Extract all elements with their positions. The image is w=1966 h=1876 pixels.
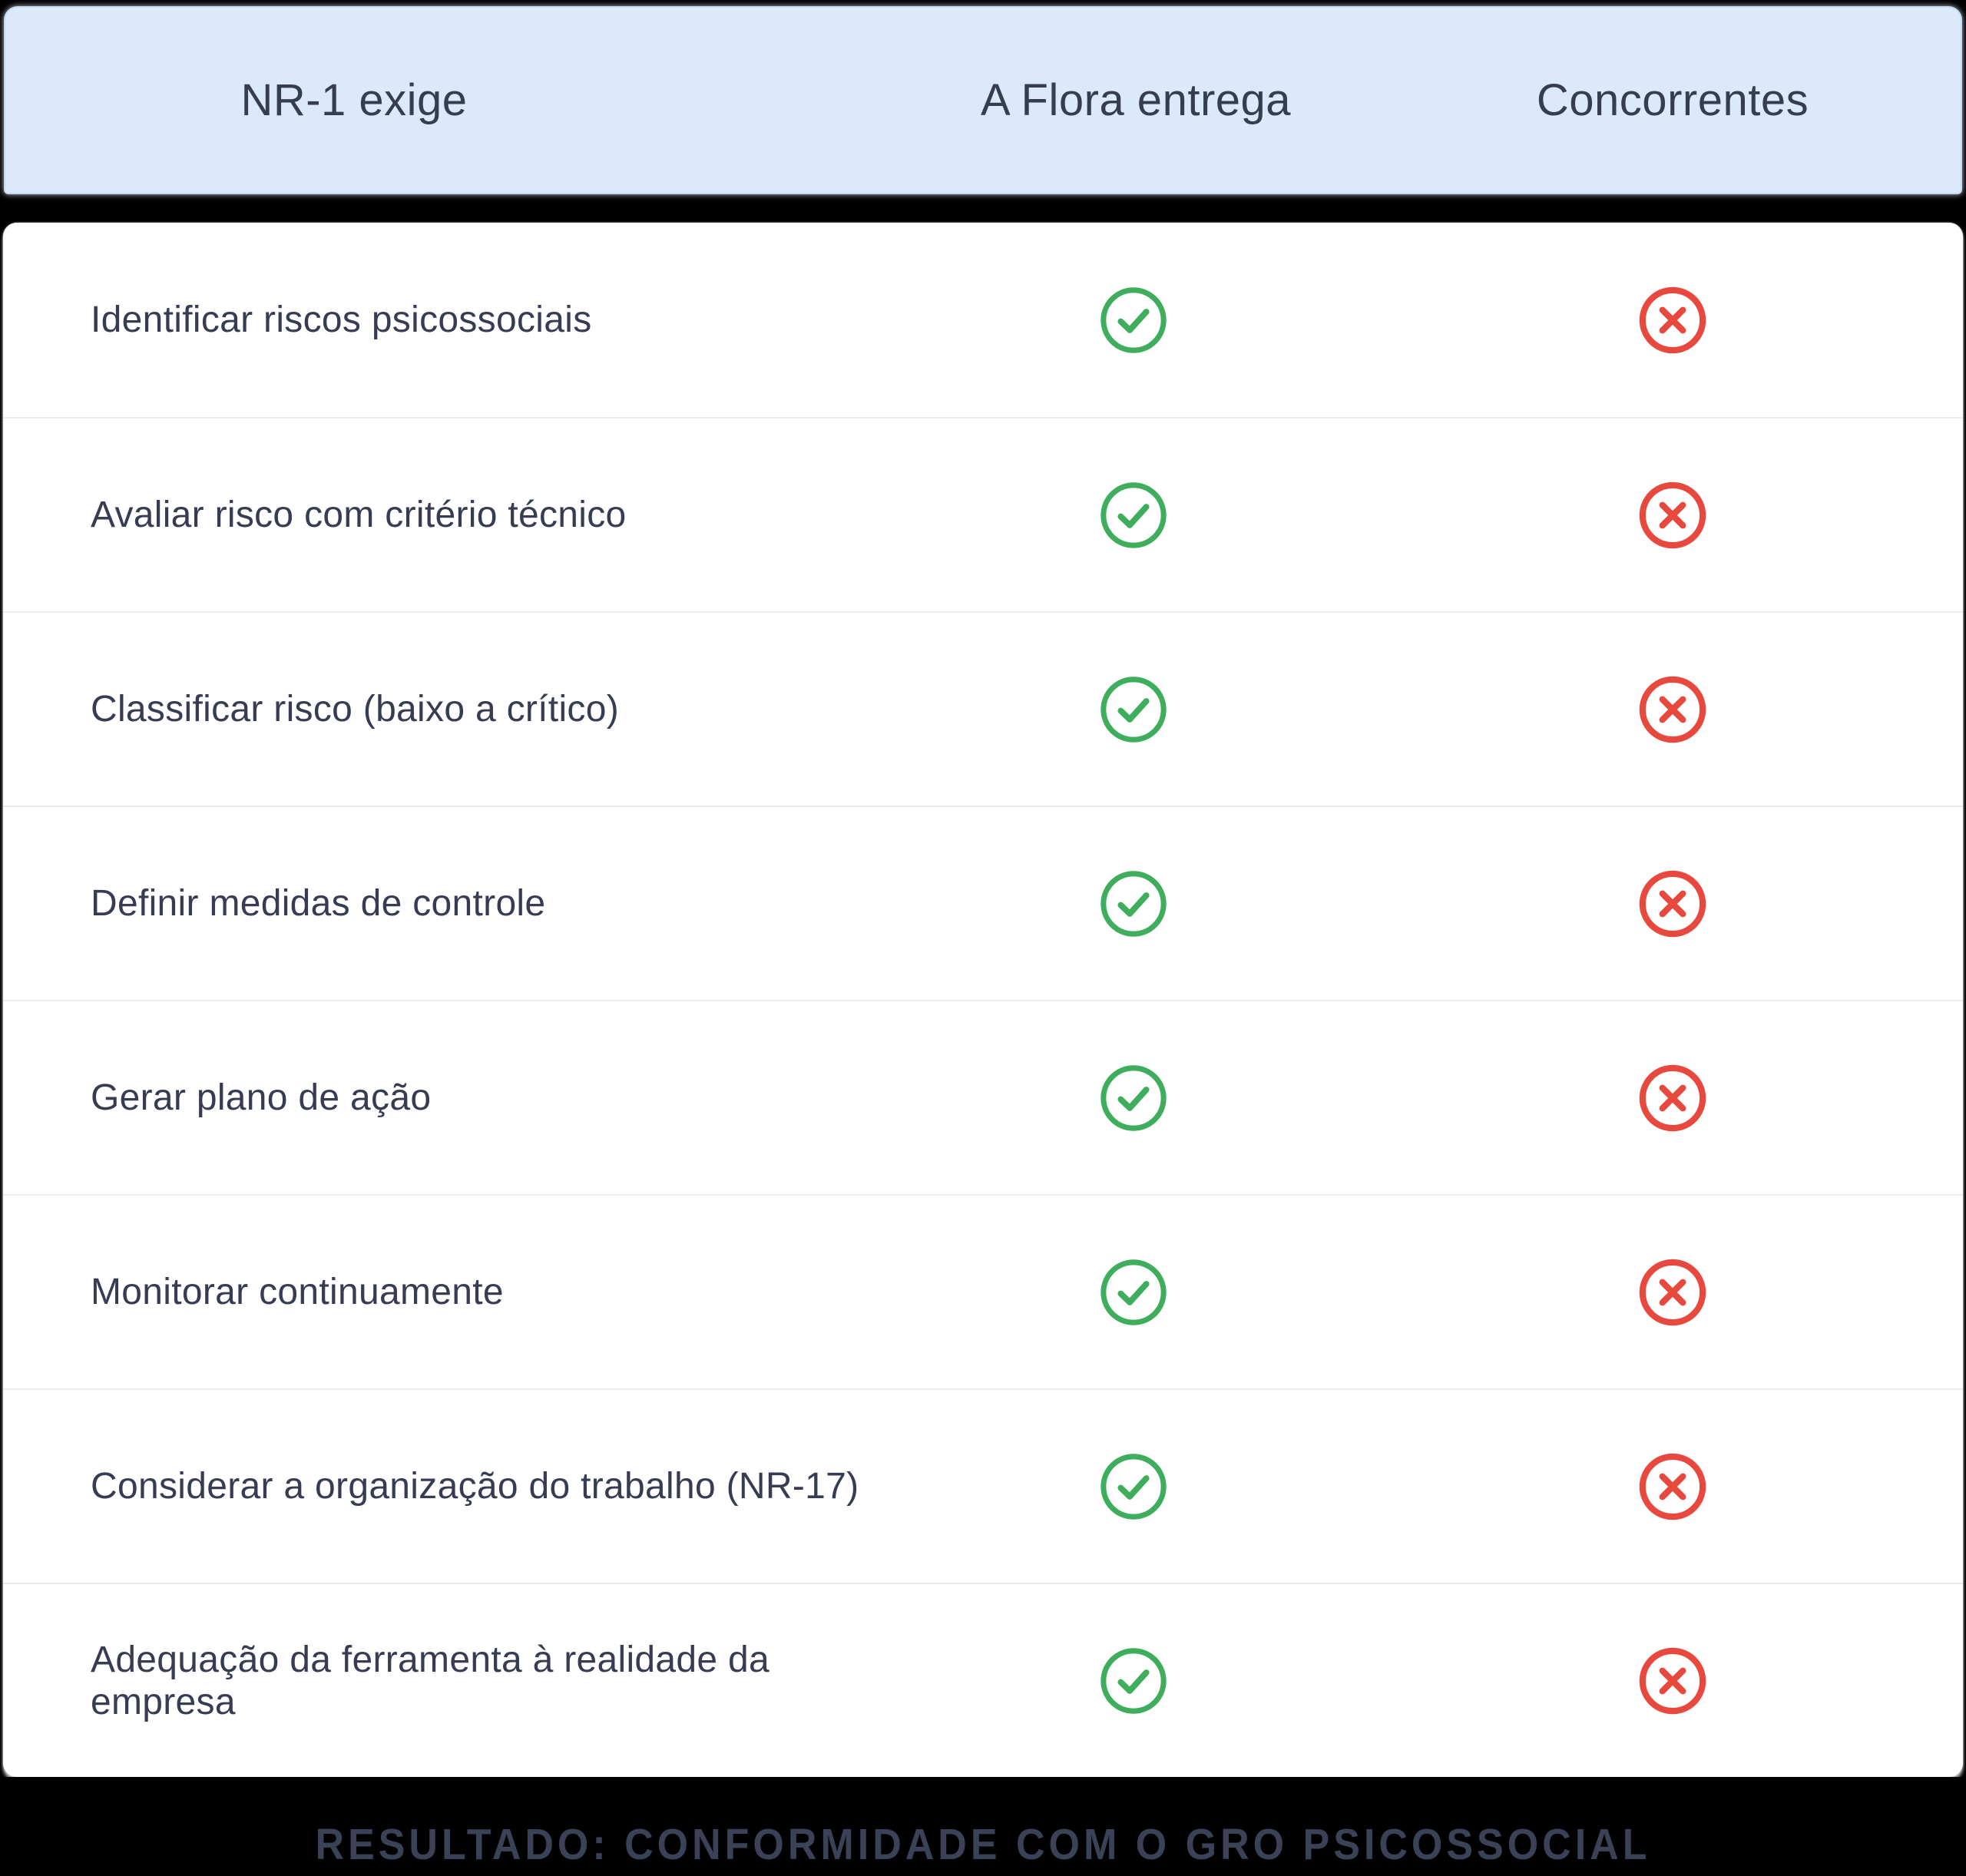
x-circle-icon [1639, 870, 1706, 937]
table-row: Identificar riscos psicossociais [3, 223, 1963, 417]
flora-cell [885, 1256, 1382, 1328]
check-circle-icon [1100, 1259, 1167, 1325]
x-circle-icon [1639, 1064, 1706, 1131]
concorrentes-cell [1382, 1062, 1963, 1134]
check-circle-icon [1100, 870, 1167, 937]
x-circle-icon [1639, 481, 1706, 548]
x-circle-icon [1639, 286, 1706, 353]
concorrentes-cell [1382, 1256, 1963, 1328]
flora-cell [885, 673, 1382, 746]
table-row: Definir medidas de controle [3, 806, 1963, 1000]
column-header-nr1-exige: NR-1 exige [240, 75, 468, 125]
check-circle-icon [1100, 1647, 1167, 1714]
table-row: Classificar risco (baixo a crítico) [3, 611, 1963, 806]
row-label: Classificar risco (baixo a crítico) [91, 689, 619, 730]
check-circle-icon [1100, 481, 1167, 548]
comparison-table-body: Identificar riscos psicossociais Avaliar… [3, 223, 1963, 1777]
table-row: Gerar plano de ação [3, 1000, 1963, 1194]
x-circle-icon [1639, 1259, 1706, 1325]
row-label: Adequação da ferramenta à realidade da e… [91, 1639, 770, 1722]
concorrentes-cell [1382, 1645, 1963, 1717]
row-label: Avaliar risco com critério técnico [91, 495, 627, 535]
concorrentes-cell [1382, 479, 1963, 551]
result-label: RESULTADO: CONFORMIDADE COM O GRO PSICOS… [315, 1821, 1651, 1869]
row-label: Definir medidas de controle [91, 883, 546, 924]
check-circle-icon [1100, 676, 1167, 743]
flora-cell [885, 284, 1382, 356]
comparison-table-header: NR-1 exige A Flora entrega Concorrentes [4, 6, 1962, 194]
x-circle-icon [1639, 1647, 1706, 1714]
row-label: Gerar plano de ação [91, 1077, 432, 1118]
result-banner: RESULTADO: CONFORMIDADE COM O GRO PSICOS… [0, 1777, 1966, 1876]
table-row: Avaliar risco com critério técnico [3, 417, 1963, 611]
table-row: Adequação da ferramenta à realidade da e… [3, 1583, 1963, 1777]
column-header-concorrentes: Concorrentes [1536, 75, 1809, 125]
flora-cell [885, 1062, 1382, 1134]
table-row: Considerar a organização do trabalho (NR… [3, 1388, 1963, 1583]
concorrentes-cell [1382, 673, 1963, 746]
row-label: Identificar riscos psicossociais [91, 299, 592, 340]
flora-cell [885, 1645, 1382, 1717]
flora-cell [885, 868, 1382, 940]
flora-cell [885, 1451, 1382, 1523]
concorrentes-cell [1382, 1451, 1963, 1523]
x-circle-icon [1639, 676, 1706, 743]
concorrentes-cell [1382, 284, 1963, 356]
x-circle-icon [1639, 1453, 1706, 1520]
check-circle-icon [1100, 1064, 1167, 1131]
table-row: Monitorar continuamente [3, 1194, 1963, 1388]
row-label: Considerar a organização do trabalho (NR… [91, 1466, 859, 1507]
column-header-flora-entrega: A Flora entrega [980, 75, 1292, 125]
flora-cell [885, 479, 1382, 551]
check-circle-icon [1100, 286, 1167, 353]
row-label: Monitorar continuamente [91, 1272, 504, 1312]
concorrentes-cell [1382, 868, 1963, 940]
check-circle-icon [1100, 1453, 1167, 1520]
